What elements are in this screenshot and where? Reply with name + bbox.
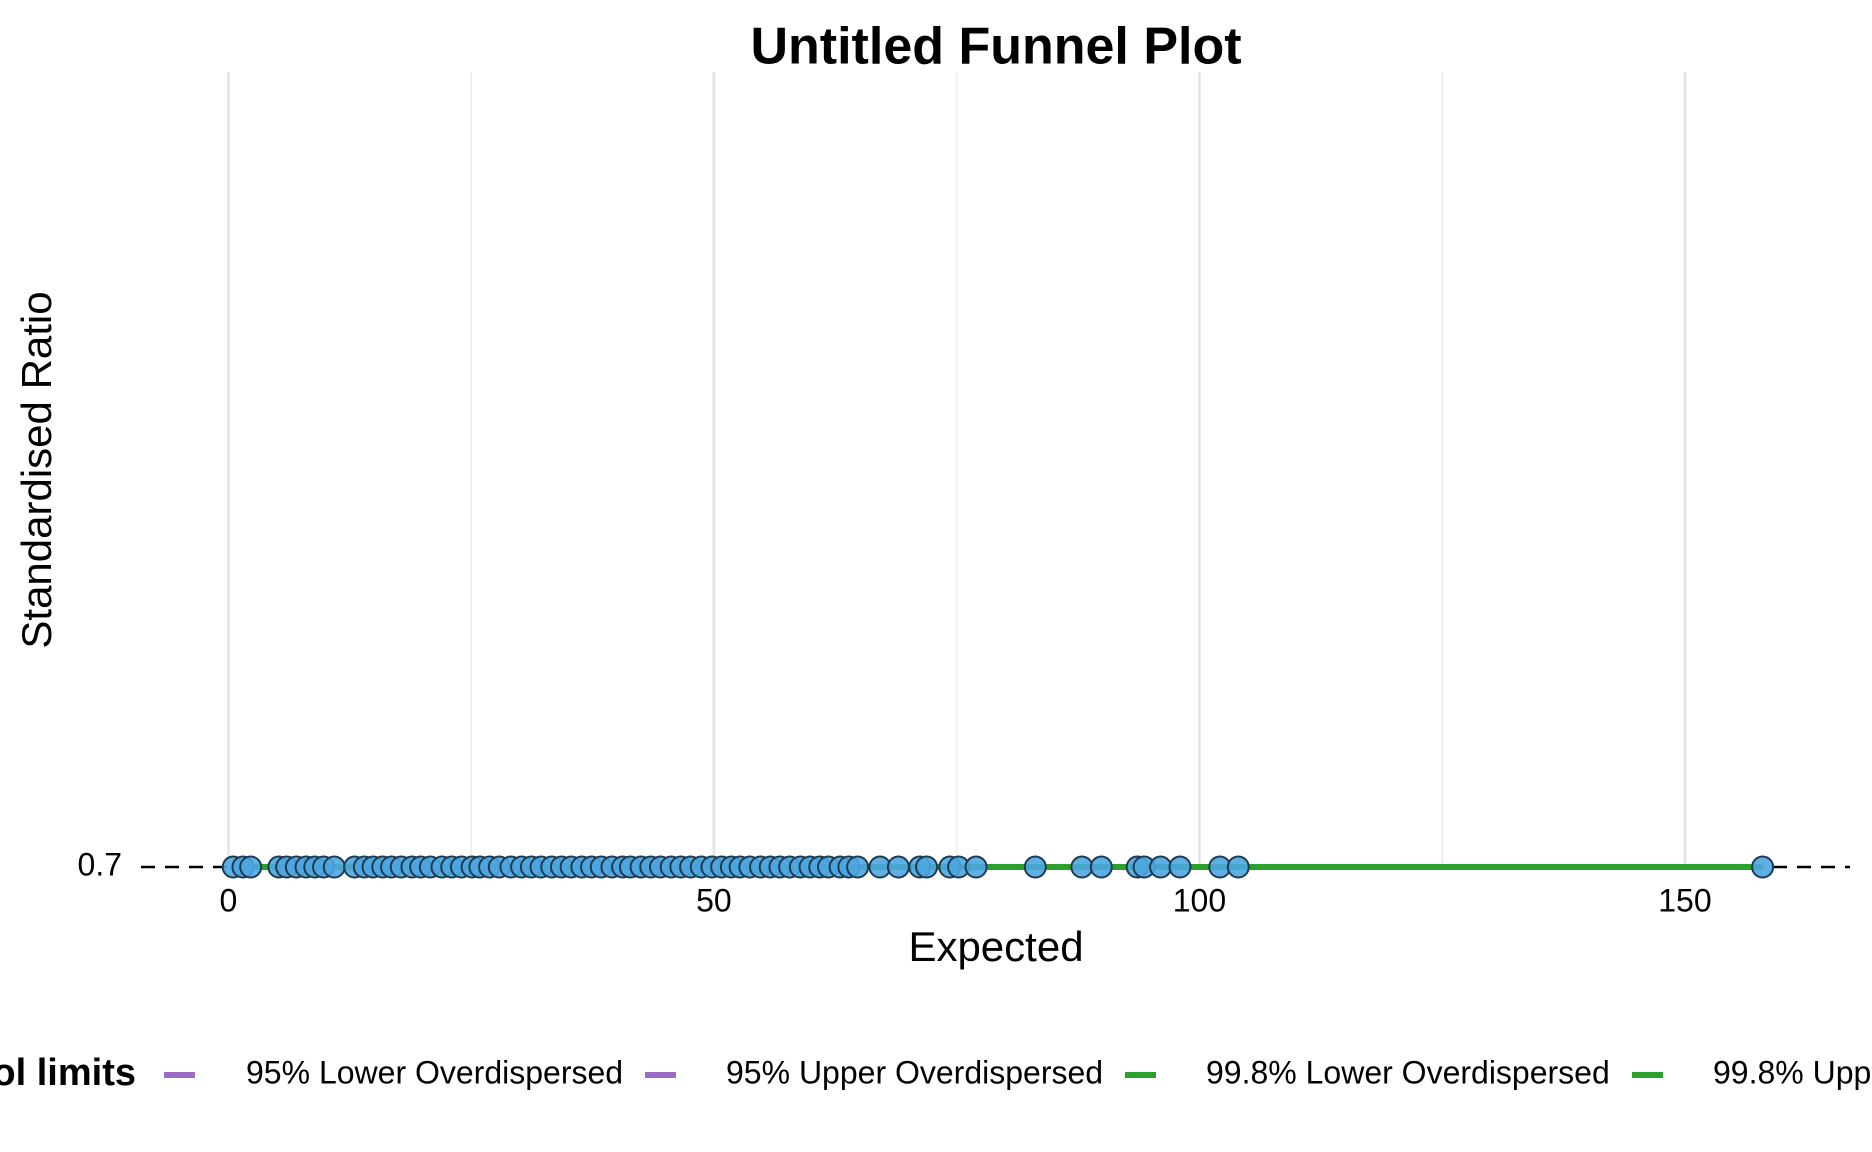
x-axis-label: Expected (908, 923, 1083, 970)
x-tick-label: 100 (1173, 882, 1226, 918)
data-point (1751, 855, 1775, 879)
chart-title: Untitled Funnel Plot (750, 18, 1241, 76)
x-tick-label: 0 (219, 882, 237, 918)
data-point (886, 855, 910, 879)
data-point (964, 855, 988, 879)
data-point (1149, 855, 1173, 879)
data-point (1023, 855, 1047, 879)
y-axis-label: Standardised Ratio (13, 291, 60, 648)
data-point (322, 855, 346, 879)
data-point (1226, 855, 1250, 879)
data-point (239, 855, 263, 879)
legend-label: 95% Upper Overdispersed (726, 1054, 1103, 1090)
x-tick-label: 50 (696, 882, 732, 918)
data-point (1168, 855, 1192, 879)
legend-label: 99.8% Upper Overdispersed (1713, 1054, 1872, 1090)
legend-label: 99.8% Lower Overdispersed (1206, 1054, 1610, 1090)
data-point (915, 855, 939, 879)
y-tick-label: 0.7 (78, 846, 122, 882)
data-point (1070, 855, 1094, 879)
data-point (1089, 855, 1113, 879)
data-point (846, 855, 870, 879)
legend-label: 95% Lower Overdispersed (246, 1054, 623, 1090)
x-tick-label: 150 (1658, 882, 1711, 918)
legend-title: Control limits (0, 1052, 136, 1094)
